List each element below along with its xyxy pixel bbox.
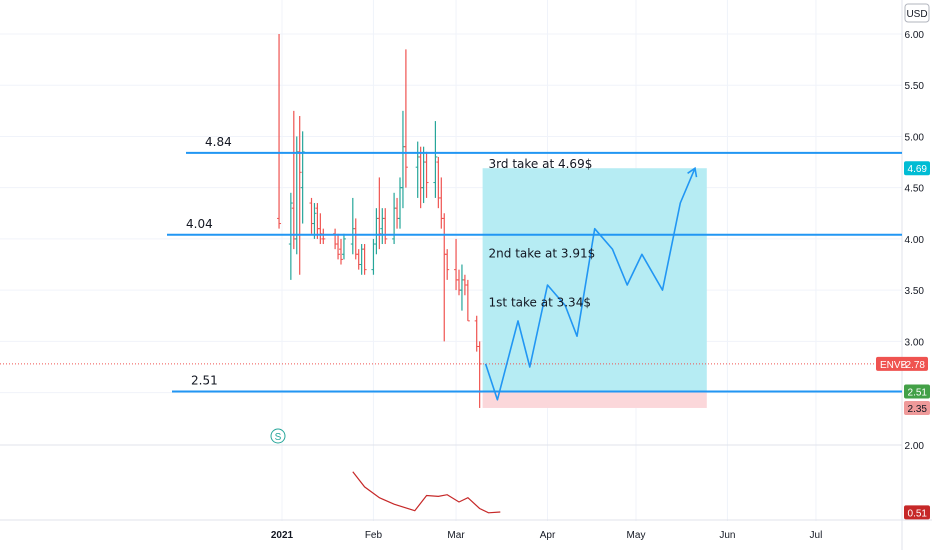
- ohlc-bar: [457, 269, 461, 296]
- price-tag-bg: [904, 161, 930, 176]
- take-profit-label: 1st take at 3.34$: [489, 296, 591, 310]
- projection-line: [484, 167, 696, 401]
- current-price-value: 2.78: [906, 360, 926, 371]
- indicator-value-text: 0.51: [908, 508, 928, 519]
- current-price-tag: ENVB- 2.78: [876, 356, 928, 371]
- price-tag-bg: [904, 384, 930, 399]
- ohlc-bar: [433, 121, 438, 198]
- ohlc-bar: [436, 156, 441, 209]
- ohlc-bar: [318, 213, 323, 245]
- ohlc-bar: [297, 115, 302, 275]
- ohlc-bar: [383, 208, 388, 245]
- ohlc-bar: [454, 238, 459, 291]
- y-tick-label: 5.50: [905, 81, 925, 92]
- ohlc-bar: [439, 177, 444, 229]
- ohlc-bar: [312, 203, 317, 239]
- y-tick-label: 5.00: [905, 132, 925, 143]
- x-tick-label: May: [627, 530, 646, 541]
- y-tick-label: 4.50: [905, 184, 925, 195]
- current-symbol: ENVB: [880, 360, 908, 371]
- ohlc-bar: [398, 177, 402, 229]
- stop-zone: [482, 391, 707, 408]
- x-tick-label: Feb: [365, 530, 383, 541]
- current-price-bg: [876, 356, 928, 371]
- ohlc-bar: [445, 249, 450, 280]
- ohlc-bar: [315, 203, 320, 239]
- x-tick-label: Jul: [810, 530, 823, 541]
- event-markers: S: [270, 428, 286, 444]
- price-tags: ENVB- 2.78 4.69 2.51 2.35 0.51: [876, 161, 930, 520]
- axis-header: USD: [904, 3, 930, 23]
- ohlc-bar: [465, 279, 470, 322]
- x-tick-label: Mar: [447, 530, 465, 541]
- indicator-pane: [352, 471, 501, 514]
- ohlc-bar: [359, 244, 364, 275]
- ohlc-bar: [300, 131, 305, 224]
- ohlc-bar: [341, 233, 346, 260]
- level-label: 4.84: [205, 135, 232, 149]
- y-tick-label: 4.00: [905, 235, 925, 246]
- split-event-label: S: [275, 432, 282, 443]
- split-event-marker: [270, 428, 286, 444]
- price-bars: [277, 34, 482, 408]
- ohlc-bar: [356, 249, 361, 270]
- price-tag-text: 2.35: [908, 404, 928, 415]
- ohlc-bar: [336, 233, 341, 260]
- indicator-line: [352, 471, 501, 514]
- ohlc-bar: [277, 34, 282, 229]
- take-profit-label: 3rd take at 4.69$: [489, 157, 593, 171]
- x-tick-label: 2021: [271, 530, 294, 541]
- price-tag-bg: [904, 400, 930, 415]
- ohlc-bar: [421, 146, 426, 204]
- ohlc-bar: [418, 146, 423, 209]
- take-profit-annotations: 3rd take at 4.69$ 2nd take at 3.91$ 1st ta…: [489, 157, 596, 309]
- price-tag-text: 4.69: [908, 164, 928, 175]
- level-label: 4.04: [186, 217, 213, 231]
- price-tag: 4.69: [904, 161, 930, 176]
- x-tick-label: Apr: [540, 530, 556, 541]
- ohlc-bar: [362, 244, 367, 275]
- ohlc-bar: [374, 208, 379, 255]
- ohlc-bar: [392, 192, 397, 245]
- ohlc-bar: [288, 192, 293, 280]
- target-zone: [482, 168, 707, 392]
- ohlc-bar: [377, 177, 382, 250]
- y-tick-label: 3.50: [905, 286, 925, 297]
- price-tag: 2.35: [904, 400, 930, 415]
- indicator-value-tag: 0.51: [904, 505, 930, 520]
- ohlc-bar: [339, 238, 343, 265]
- y-tick-label: 6.00: [905, 30, 925, 41]
- y-tick-label: 3.00: [905, 337, 925, 348]
- ohlc-bar: [403, 49, 408, 188]
- price-axis[interactable]: 6.005.505.004.504.003.503.002.502.000.60: [905, 30, 925, 516]
- ohlc-bar: [424, 151, 429, 198]
- trade-zones: [0, 168, 902, 408]
- price-tag: 2.51: [904, 384, 930, 399]
- ohlc-bar: [291, 110, 296, 250]
- ohlc-bar: [400, 110, 405, 209]
- ohlc-bar: [395, 197, 400, 229]
- ohlc-bar: [442, 213, 447, 342]
- ohlc-bar: [459, 264, 464, 311]
- currency-label: USD: [906, 9, 927, 20]
- ohlc-bar: [294, 136, 299, 255]
- x-tick-label: Jun: [719, 530, 735, 541]
- ohlc-bar: [477, 341, 482, 408]
- time-axis[interactable]: 2021 Feb Mar Apr May Jun Jul: [271, 530, 822, 541]
- projection-arrowhead: [687, 166, 698, 178]
- ohlc-bar: [350, 197, 355, 255]
- ohlc-bar: [415, 141, 420, 198]
- current-separator: -: [901, 360, 904, 371]
- ohlc-bar: [321, 228, 326, 245]
- ohlc-bar: [309, 197, 314, 234]
- price-tag-text: 2.51: [908, 388, 928, 399]
- support-resistance-levels: 4.84 4.04 2.51: [167, 135, 902, 393]
- level-label: 2.51: [191, 374, 218, 388]
- indicator-value-bg: [904, 505, 930, 520]
- indicator-tick-label: 2.00: [905, 441, 925, 452]
- take-profit-label: 2nd take at 3.91$: [489, 246, 596, 260]
- projection-path: [484, 166, 698, 401]
